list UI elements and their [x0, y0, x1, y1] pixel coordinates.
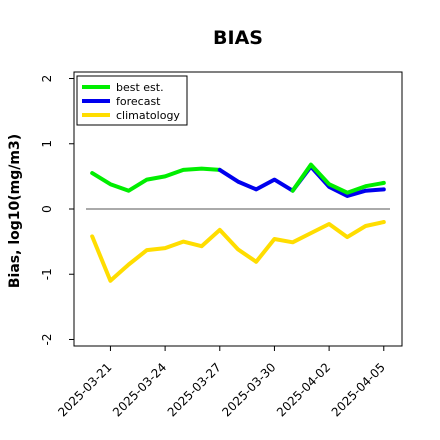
series-layer — [90, 162, 386, 283]
x-tick-label: 2025-03-27 — [165, 360, 224, 419]
series-line-forecast-1 — [217, 164, 386, 198]
y-tick-label: 2 — [40, 75, 54, 83]
x-tick-label: 2025-03-21 — [55, 360, 114, 419]
x-tick-label: 2025-04-05 — [329, 360, 388, 419]
series-line-best-est-0 — [90, 166, 222, 193]
x-tick-label: 2025-04-02 — [274, 360, 333, 419]
chart-title: BIAS — [213, 27, 263, 49]
y-tick-label: 1 — [40, 140, 54, 148]
y-axis-label: Bias, log10(mg/m3) — [7, 134, 23, 288]
x-tick-label: 2025-03-30 — [219, 360, 278, 419]
series-line-climatology-3 — [90, 220, 386, 283]
y-tick-label: -2 — [40, 333, 54, 345]
y-tick-label: 0 — [40, 205, 54, 213]
x-axis: 2025-03-212025-03-242025-03-272025-03-30… — [55, 346, 388, 419]
x-tick-label: 2025-03-24 — [110, 360, 169, 419]
legend-label-forecast: forecast — [116, 95, 161, 108]
y-axis: 2 1 0 -1 -2 — [40, 75, 74, 345]
legend-label-best-est: best est. — [116, 81, 164, 94]
y-tick-label: -1 — [40, 268, 54, 280]
legend: best est. forecast climatology — [76, 75, 188, 126]
series-line-best-est-2 — [290, 162, 386, 195]
legend-label-climatology: climatology — [116, 109, 180, 122]
